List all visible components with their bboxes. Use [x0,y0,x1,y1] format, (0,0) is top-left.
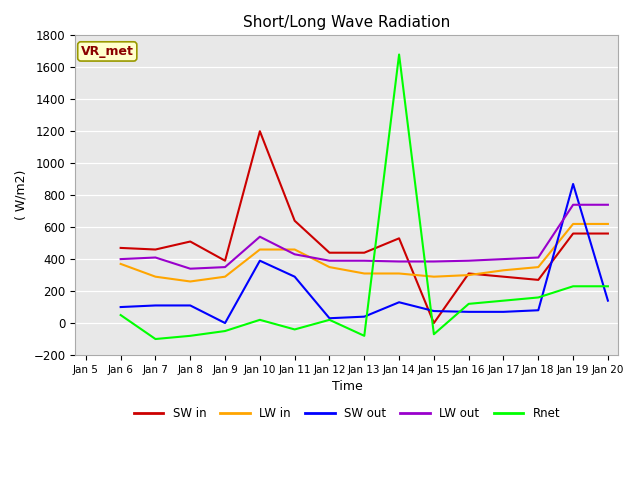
Title: Short/Long Wave Radiation: Short/Long Wave Radiation [243,15,451,30]
Legend: SW in, LW in, SW out, LW out, Rnet: SW in, LW in, SW out, LW out, Rnet [129,402,565,425]
Text: VR_met: VR_met [81,45,134,58]
Y-axis label: ( W/m2): ( W/m2) [15,170,28,220]
X-axis label: Time: Time [332,380,362,393]
